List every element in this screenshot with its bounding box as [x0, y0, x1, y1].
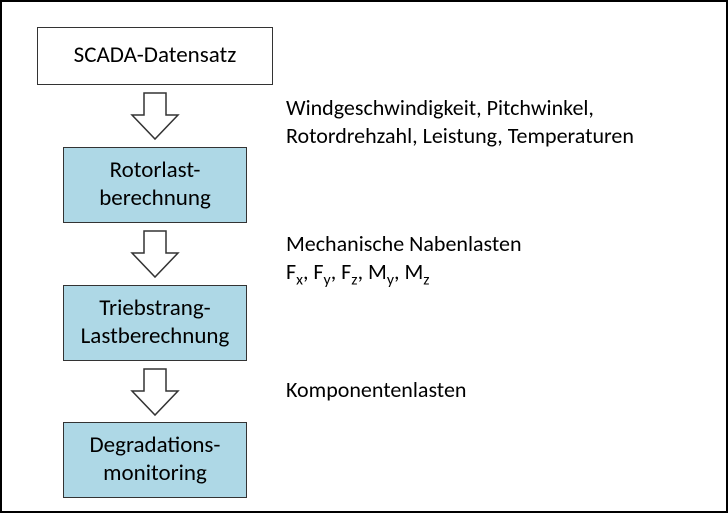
box-label: Triebstrang-Lastberechnung — [81, 295, 230, 350]
arrow-annotation: Mechanische NabenlastenFx, Fy, Fz, My, M… — [286, 230, 522, 285]
diagram-frame: SCADA-Datensatz Rotorlast-berechnung Tri… — [0, 0, 728, 513]
arrow-down-icon — [128, 227, 182, 281]
box-rotorlastberechnung: Rotorlast-berechnung — [63, 147, 247, 223]
box-label: Rotorlast-berechnung — [99, 157, 211, 212]
box-scada-datensatz: SCADA-Datensatz — [37, 27, 273, 85]
annotation-text: Windgeschwindigkeit, Pitchwinkel,Rotordr… — [286, 94, 634, 149]
arrow-down-icon — [128, 365, 182, 419]
arrow-down-icon — [128, 89, 182, 143]
arrow-annotation: Windgeschwindigkeit, Pitchwinkel,Rotordr… — [286, 94, 634, 149]
annotation-text: Mechanische NabenlastenFx, Fy, Fz, My, M… — [286, 230, 522, 285]
annotation-text: Komponentenlasten — [286, 376, 466, 403]
box-label: SCADA-Datensatz — [74, 42, 237, 70]
box-degradationsmonitoring: Degradations-monitoring — [63, 422, 247, 498]
box-label: Degradations-monitoring — [90, 432, 221, 487]
arrow-annotation: Komponentenlasten — [286, 376, 466, 404]
box-triebstrang-lastberechnung: Triebstrang-Lastberechnung — [63, 285, 247, 361]
